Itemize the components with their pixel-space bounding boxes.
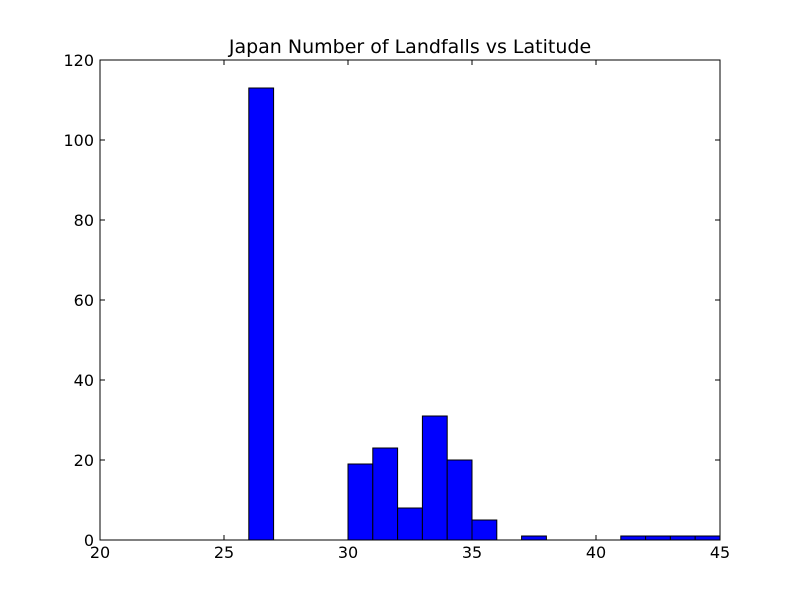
x-tick-label: 35 (462, 543, 482, 562)
histogram-bar (248, 87, 275, 541)
x-tick-label: 45 (710, 543, 730, 562)
histogram-bar (446, 459, 473, 541)
histogram-bar (694, 535, 721, 541)
histogram-bar (620, 535, 647, 541)
y-tick-label: 0 (84, 531, 94, 550)
histogram-bar (669, 535, 696, 541)
y-tick-label: 120 (63, 51, 94, 70)
plot-area-frame (99, 59, 721, 541)
bars-group (248, 87, 721, 541)
histogram-bar (645, 535, 671, 541)
histogram-bar (397, 507, 423, 541)
axis-ticks (99, 59, 721, 541)
y-tick-label: 80 (74, 211, 94, 230)
x-tick-label: 40 (586, 543, 606, 562)
y-tick-label: 60 (74, 291, 94, 310)
y-tick-label: 100 (63, 131, 94, 150)
y-tick-label: 40 (74, 371, 94, 390)
histogram-bar (372, 447, 399, 541)
chart-title: Japan Number of Landfalls vs Latitude (228, 36, 591, 58)
y-tick-label: 20 (74, 451, 94, 470)
x-tick-label: 30 (338, 543, 358, 562)
histogram-bar (521, 535, 547, 541)
histogram-bar (421, 415, 448, 541)
histogram-bar (471, 519, 498, 541)
histogram-bar (347, 463, 374, 541)
x-tick-label: 20 (90, 543, 110, 562)
x-tick-label: 25 (214, 543, 234, 562)
